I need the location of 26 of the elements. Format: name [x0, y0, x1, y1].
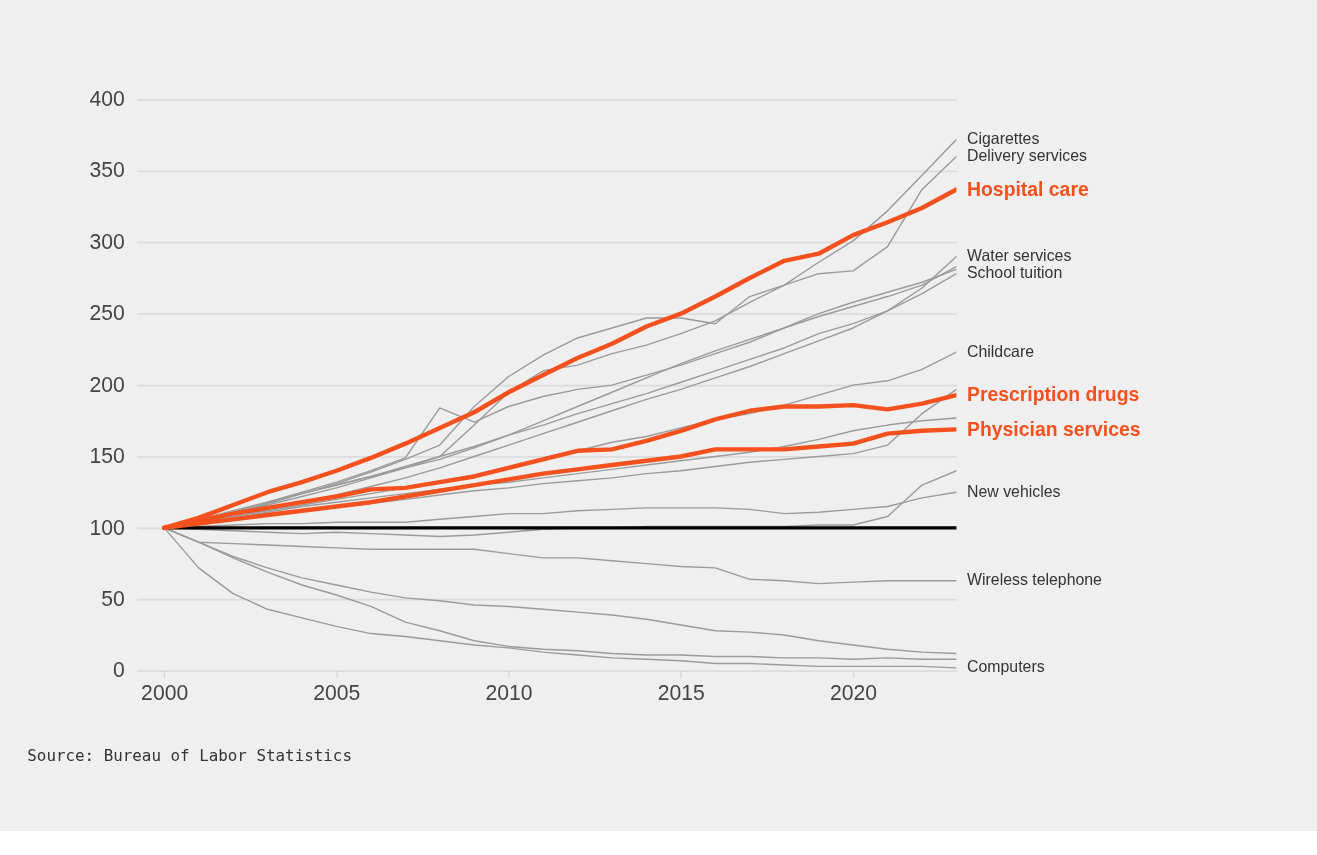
series-label: Childcare [967, 342, 1035, 360]
series-label: Wireless telephone [967, 571, 1103, 589]
series-label: Delivery services [967, 147, 1087, 164]
y-tick-label: 400 [89, 87, 125, 111]
x-tick-label: 2005 [313, 681, 361, 705]
series-label: Prescription drugs [967, 383, 1140, 406]
series-label: New vehicles [967, 482, 1061, 500]
y-tick-label: 150 [89, 444, 125, 468]
y-tick-label: 250 [89, 301, 125, 325]
series-label: Physician services [967, 417, 1141, 440]
series-label: School tuition [967, 264, 1063, 282]
source-note: Source: Bureau of Labor Statistics [27, 745, 352, 765]
y-tick-label: 350 [89, 158, 125, 182]
series-label: Hospital care [967, 177, 1089, 200]
y-tick-label: 50 [101, 586, 125, 610]
y-tick-label: 100 [89, 515, 125, 539]
y-tick-label: 200 [89, 372, 125, 396]
x-tick-label: 2000 [141, 681, 189, 705]
series-label: Cigarettes [967, 129, 1040, 147]
series-label: Computers [967, 658, 1045, 676]
y-tick-label: 300 [89, 229, 125, 253]
y-tick-label: 0 [112, 658, 125, 682]
x-tick-label: 2020 [830, 681, 878, 705]
x-tick-label: 2010 [485, 681, 533, 705]
series-label: Water services [967, 246, 1072, 264]
x-tick-label: 2015 [657, 681, 705, 705]
